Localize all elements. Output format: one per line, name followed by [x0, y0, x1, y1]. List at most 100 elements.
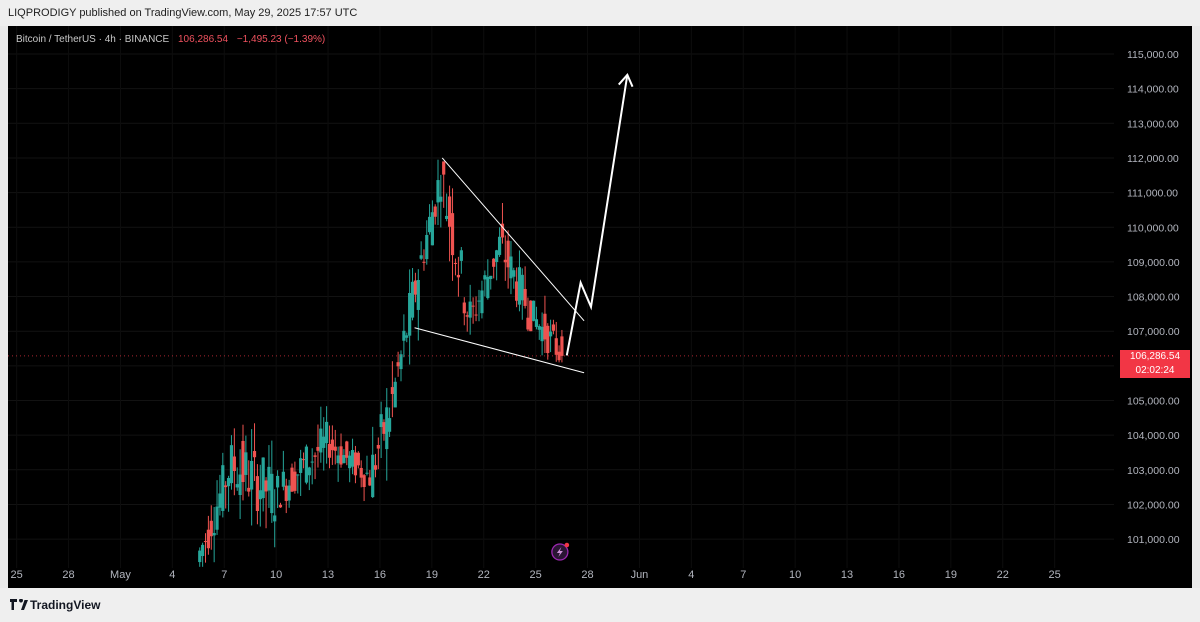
footer: TradingView — [0, 588, 1200, 622]
candle-body — [275, 475, 280, 488]
x-axis-label: 19 — [426, 569, 438, 581]
candle-body — [270, 473, 274, 514]
upper-trendline — [441, 157, 585, 322]
x-axis-label: 4 — [169, 569, 175, 581]
candle-body — [554, 338, 558, 355]
candle-countdown: 02:02:24 — [1135, 364, 1175, 376]
x-axis-label: 22 — [997, 569, 1009, 581]
candle-body — [373, 465, 378, 470]
projection-arrow-head — [618, 72, 634, 88]
x-axis-label: 13 — [841, 569, 853, 581]
candle-body — [304, 446, 309, 483]
candle-body — [396, 362, 400, 367]
candle-body — [520, 274, 524, 301]
candle-body — [425, 234, 429, 260]
candle-body — [379, 414, 383, 428]
lower-trendline — [414, 327, 585, 374]
candle-body — [247, 487, 251, 492]
candle-body — [368, 477, 372, 486]
x-axis-label: Jun — [631, 569, 649, 581]
candle-body — [330, 439, 334, 451]
candle-body — [456, 274, 461, 278]
candle-body — [413, 280, 418, 295]
candle-body — [560, 336, 564, 356]
x-axis-label: 10 — [270, 569, 282, 581]
candle-body — [250, 460, 254, 490]
current-price-label: 106,286.54 — [1129, 350, 1181, 362]
notification-dot — [564, 542, 570, 548]
candle-body — [221, 465, 225, 511]
candle-body — [376, 444, 380, 449]
y-axis-label: 112,000.00 — [1127, 153, 1179, 165]
x-axis-label: 13 — [322, 569, 334, 581]
candle-body — [382, 422, 386, 434]
candle-body — [405, 335, 409, 338]
candle-body — [287, 485, 291, 501]
candle-body — [339, 446, 343, 465]
candle-body — [252, 451, 257, 458]
candle-body — [529, 300, 533, 332]
candle-body — [224, 485, 228, 488]
candle-body — [387, 418, 392, 432]
candle-body — [215, 506, 219, 530]
candle-body — [278, 504, 283, 508]
chart-frame[interactable]: 25 28 May 4 7 10 13 16 19 22 25 28 Jun 4 7 10 13 16 19 22 25… — [8, 26, 1192, 588]
symbol-change: −1,495.23 (−1.39%) — [236, 34, 326, 45]
candle-body — [495, 250, 499, 263]
y-axis-label: 110,000.00 — [1127, 222, 1179, 234]
candle-body — [238, 474, 242, 496]
candle-body — [198, 550, 202, 563]
candle-body — [255, 476, 260, 512]
candle-body — [408, 293, 412, 336]
candle-body — [445, 215, 449, 219]
y-axis-label: 108,000.00 — [1127, 292, 1180, 304]
candle-body — [356, 452, 360, 466]
x-axis-label: May — [110, 569, 131, 581]
x-axis-label: 22 — [478, 569, 490, 581]
candle-body — [393, 381, 397, 408]
candle-body — [353, 452, 358, 476]
candle-body — [385, 407, 389, 450]
candle-body — [327, 443, 332, 458]
candle-body — [226, 478, 231, 487]
candle-body — [310, 461, 314, 463]
candle-body — [316, 446, 320, 451]
candle-body — [232, 456, 236, 472]
candle-body — [517, 267, 522, 305]
candle-body — [459, 250, 463, 261]
x-axis-label: 25 — [530, 569, 542, 581]
candle-body — [299, 458, 303, 473]
candle-body — [497, 236, 502, 255]
candle-body — [442, 161, 446, 175]
candle-body — [296, 474, 300, 476]
candle-body — [551, 324, 556, 331]
candle-body — [399, 354, 403, 370]
candle-body — [365, 472, 369, 474]
candle-body — [480, 290, 484, 314]
symbol-price: 106,286.54 — [177, 34, 229, 45]
candle-body — [241, 440, 245, 483]
x-axis-label: 7 — [740, 569, 746, 581]
y-axis-label: 102,000.00 — [1127, 499, 1180, 511]
candle-body — [209, 520, 213, 537]
candle-body — [273, 515, 277, 522]
candle-body — [313, 455, 317, 457]
candlestick-chart[interactable]: 25 28 May 4 7 10 13 16 19 22 25 28 Jun 4 7 10 13 16 19 22 25… — [8, 26, 1192, 588]
candle-body — [229, 445, 234, 484]
candle-body — [526, 317, 530, 330]
candle-body — [515, 281, 519, 301]
candle-body — [244, 452, 248, 475]
candle-body — [465, 315, 469, 317]
candle-body — [436, 180, 440, 203]
candle-body — [322, 436, 326, 448]
y-axis-label: 103,000.00 — [1127, 465, 1180, 477]
candle-body — [557, 351, 561, 361]
candle-body — [532, 300, 536, 321]
candle-body — [319, 428, 323, 453]
candle-body — [506, 240, 510, 268]
candle-body — [471, 305, 475, 307]
y-axis-label: 111,000.00 — [1127, 188, 1178, 200]
candle-body — [218, 493, 222, 508]
candle-body — [537, 326, 541, 330]
candle-body — [336, 455, 340, 464]
